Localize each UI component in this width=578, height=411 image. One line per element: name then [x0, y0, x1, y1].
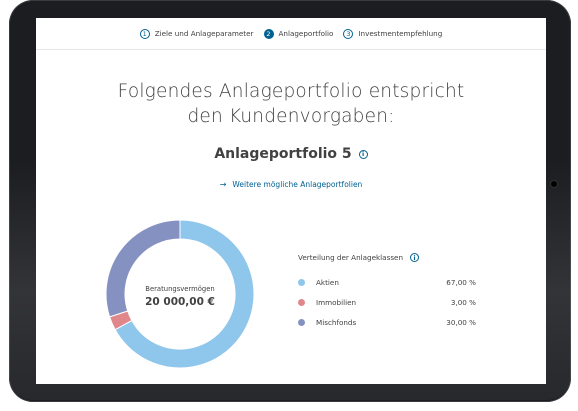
step-portfolio[interactable]: 2 Anlageportfolio	[263, 28, 334, 39]
page-title-line-1: Folgendes Anlageportfolio entspricht	[117, 81, 465, 102]
allocation-donut-chart: Beratungsvermögen 20 000,00 €	[105, 219, 255, 369]
page-title: Folgendes Anlageportfolio entspricht den…	[36, 79, 546, 129]
legend-dot	[298, 298, 305, 306]
step-label: Anlageportfolio	[278, 29, 334, 38]
app-screen: 1 Ziele und Anlageparameter 2 Anlageport…	[36, 18, 546, 384]
camera-icon	[551, 181, 557, 187]
more-portfolios-label: Weitere mögliche Anlageportfolien	[232, 180, 363, 189]
legend-row-aktien: Aktien 67,00 %	[298, 272, 476, 292]
info-icon[interactable]: i	[358, 149, 368, 159]
donut-segments	[105, 219, 255, 369]
legend-title-text: Verteilung der Anlageklassen	[298, 253, 404, 262]
legend-dot	[298, 318, 305, 326]
legend-label: Aktien	[316, 277, 339, 287]
donut-segment-aktien[interactable]	[114, 219, 255, 369]
portfolio-name: Anlageportfolio 5	[214, 146, 352, 162]
progress-stepper: 1 Ziele und Anlageparameter 2 Anlageport…	[36, 18, 546, 50]
info-icon[interactable]: i	[410, 253, 420, 262]
step-number: 1	[139, 28, 150, 39]
portfolio-heading: Anlageportfolio 5 i	[36, 146, 546, 162]
legend-title: Verteilung der Anlageklassen i	[298, 253, 476, 262]
legend-value: 3,00 %	[450, 297, 476, 307]
arrow-right-icon: →	[219, 180, 227, 189]
legend-value: 30,00 %	[446, 317, 476, 327]
donut-center-value: 20 000,00 €	[145, 296, 215, 308]
legend-value: 67,00 %	[446, 277, 476, 287]
legend-row-mischfonds: Mischfonds 30,00 %	[298, 312, 476, 332]
step-label: Ziele und Anlageparameter	[154, 29, 254, 38]
more-portfolios-link[interactable]: → Weitere mögliche Anlageportfolien	[36, 180, 546, 189]
legend-dot	[298, 278, 305, 286]
page-title-line-2: den Kundenvorgaben:	[187, 106, 395, 127]
donut-center-label: Beratungsvermögen	[145, 285, 214, 293]
legend-row-immobilien: Immobilien 3,00 %	[298, 292, 476, 312]
allocation-legend: Verteilung der Anlageklassen i Aktien 67,…	[298, 253, 476, 332]
step-label: Investmentempfehlung	[358, 29, 443, 38]
step-recommendation[interactable]: 3 Investmentempfehlung	[343, 28, 443, 39]
step-number: 3	[343, 28, 354, 39]
step-goals[interactable]: 1 Ziele und Anlageparameter	[139, 28, 254, 39]
legend-label: Immobilien	[316, 297, 357, 307]
donut-segment-mischfonds[interactable]	[105, 219, 181, 318]
step-number: 2	[263, 28, 274, 39]
legend-label: Mischfonds	[316, 317, 357, 327]
